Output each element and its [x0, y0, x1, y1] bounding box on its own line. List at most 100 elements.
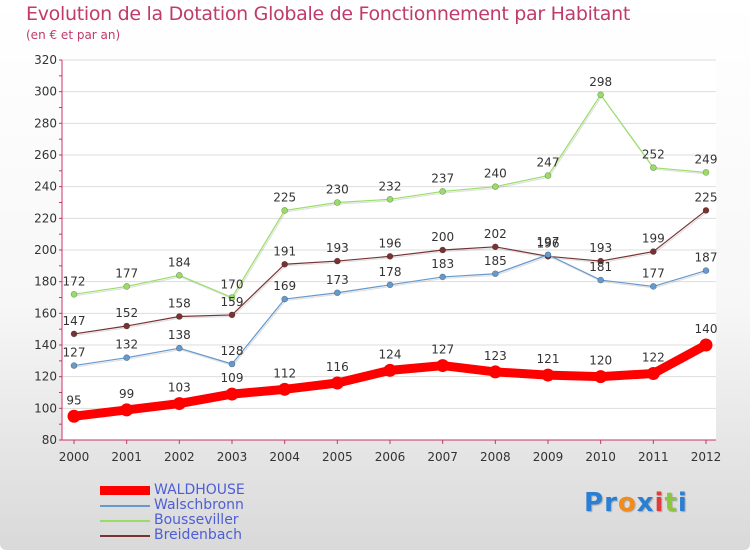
data-point	[702, 267, 710, 274]
y-tick-label: 160	[34, 306, 57, 320]
data-label: 124	[379, 347, 402, 361]
data-point	[492, 243, 499, 251]
data-point	[386, 281, 394, 289]
data-label: 138	[168, 328, 191, 342]
legend: WALDHOUSE Walschbronn Bousseviller Breidenb…	[100, 483, 245, 543]
data-label: 140	[695, 322, 718, 336]
data-label: 170	[221, 278, 244, 292]
data-label: 116	[326, 360, 349, 374]
data-label: 183	[431, 257, 454, 271]
data-label: 187	[695, 251, 718, 265]
chart-subtitle: (en € et par an)	[26, 28, 121, 42]
x-tick-label: 2009	[533, 450, 564, 464]
data-point	[123, 354, 130, 361]
x-tick-label: 2006	[375, 450, 406, 464]
legend-label: Breidenbach	[154, 527, 242, 543]
x-tick-label: 2012	[691, 450, 722, 464]
data-point	[594, 370, 608, 384]
x-tick-label: 2000	[59, 450, 90, 464]
y-tick-label: 140	[34, 338, 57, 352]
data-label: 200	[431, 230, 454, 244]
data-point	[597, 276, 604, 284]
data-point	[488, 365, 502, 379]
data-label-layer: 147 152 158 159 191 193 196 200 202 196 193 199 225 1…	[63, 75, 718, 407]
data-point	[120, 403, 134, 417]
data-label: 298	[589, 75, 612, 89]
axis-layer: 80 100 120 140 160 180 200 220 240 260 280 300 320 20…	[34, 53, 721, 464]
data-point	[702, 169, 710, 176]
data-label: 109	[221, 371, 244, 385]
data-point	[436, 359, 450, 373]
data-label: 181	[589, 260, 612, 274]
data-point	[70, 362, 78, 369]
data-label: 185	[484, 254, 507, 268]
data-label: 240	[484, 167, 507, 181]
legend-item: Bousseviller	[100, 513, 245, 528]
data-label: 252	[642, 148, 665, 162]
data-point	[70, 330, 78, 338]
data-point	[646, 367, 660, 380]
data-label: 225	[273, 190, 296, 204]
legend-item: WALDHOUSE	[100, 483, 245, 498]
data-point	[228, 311, 236, 319]
data-point	[597, 91, 604, 99]
x-tick-label: 2010	[585, 450, 616, 464]
data-label: 196	[379, 236, 402, 250]
data-point	[439, 188, 446, 195]
data-label: 132	[115, 338, 138, 352]
data-label: 191	[273, 244, 296, 258]
y-tick-label: 320	[34, 53, 57, 67]
x-tick-label: 2004	[269, 450, 300, 464]
data-label: 196	[537, 236, 560, 250]
legend-label: Bousseviller	[154, 512, 239, 528]
data-point	[544, 172, 552, 179]
data-point	[597, 257, 604, 265]
data-point	[702, 207, 710, 214]
data-label: 128	[221, 344, 244, 358]
data-point	[172, 397, 186, 411]
x-tick-label: 2007	[427, 450, 458, 464]
data-point	[281, 260, 288, 268]
legend-item: Breidenbach	[100, 528, 245, 543]
data-label: 178	[379, 265, 402, 279]
data-label: 173	[326, 273, 349, 287]
data-point	[228, 294, 236, 301]
y-tick-label: 180	[34, 275, 57, 289]
data-label: 199	[642, 232, 665, 246]
data-point	[492, 183, 499, 190]
data-point	[278, 382, 292, 396]
chart-title: Evolution de la Dotation Globale de Fonc…	[26, 3, 631, 25]
legend-label: WALDHOUSE	[154, 482, 245, 498]
legend-label: Walschbronn	[154, 497, 244, 513]
x-tick-label: 2005	[322, 450, 353, 464]
data-point	[176, 313, 183, 320]
y-tick-label: 100	[34, 401, 57, 415]
data-label: 237	[431, 171, 454, 185]
logo-letter: P	[584, 488, 605, 518]
data-label: 177	[115, 266, 138, 280]
data-point	[383, 363, 397, 377]
data-point	[650, 164, 657, 171]
data-label: 159	[221, 295, 244, 309]
data-point	[123, 322, 130, 330]
data-label: 249	[695, 152, 718, 166]
data-label: 193	[589, 241, 612, 255]
y-tick-label: 80	[42, 433, 57, 447]
data-label: 247	[537, 156, 560, 170]
data-label: 147	[63, 314, 86, 328]
logo-letter: x	[636, 488, 655, 518]
data-label: 230	[326, 183, 349, 197]
x-tick-label: 2011	[638, 450, 669, 464]
legend-swatch	[100, 534, 150, 537]
data-point	[386, 196, 394, 203]
logo-letter: r	[604, 488, 618, 518]
data-label: 197	[537, 235, 560, 249]
legend-swatch	[100, 519, 150, 522]
data-label: 232	[379, 179, 402, 193]
data-point	[334, 289, 341, 297]
x-tick-label: 2002	[164, 450, 195, 464]
data-point	[334, 199, 341, 206]
x-tick-label: 2008	[480, 450, 511, 464]
